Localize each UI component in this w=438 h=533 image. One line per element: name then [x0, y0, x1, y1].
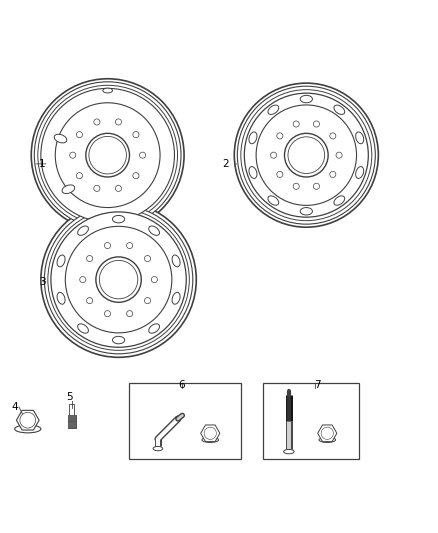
Ellipse shape	[356, 167, 364, 179]
Ellipse shape	[54, 134, 67, 143]
Circle shape	[313, 121, 319, 127]
Circle shape	[133, 132, 139, 138]
Ellipse shape	[268, 196, 279, 205]
Circle shape	[65, 227, 172, 333]
Circle shape	[133, 173, 139, 179]
Ellipse shape	[249, 132, 257, 144]
Text: 6: 6	[179, 380, 185, 390]
Ellipse shape	[172, 293, 180, 304]
Circle shape	[48, 209, 189, 350]
Circle shape	[99, 261, 138, 299]
Circle shape	[288, 137, 325, 174]
Ellipse shape	[103, 88, 113, 93]
Circle shape	[237, 86, 375, 224]
Circle shape	[31, 79, 184, 231]
Circle shape	[94, 119, 100, 125]
Ellipse shape	[14, 425, 41, 433]
Text: 2: 2	[222, 159, 229, 169]
Circle shape	[234, 83, 378, 227]
Ellipse shape	[300, 207, 312, 215]
Circle shape	[38, 85, 177, 225]
Circle shape	[41, 88, 174, 222]
Circle shape	[330, 133, 336, 139]
Text: 3: 3	[39, 277, 46, 287]
Bar	[68, 415, 76, 428]
Ellipse shape	[268, 105, 279, 115]
Circle shape	[115, 185, 121, 191]
Circle shape	[241, 90, 372, 221]
Circle shape	[89, 136, 127, 174]
Ellipse shape	[300, 95, 312, 103]
Circle shape	[94, 185, 100, 191]
Circle shape	[76, 132, 82, 138]
Circle shape	[277, 133, 283, 139]
Circle shape	[140, 152, 146, 158]
Circle shape	[330, 171, 336, 177]
Ellipse shape	[57, 293, 65, 304]
Ellipse shape	[78, 226, 88, 236]
Ellipse shape	[284, 449, 294, 454]
Circle shape	[256, 105, 357, 205]
Ellipse shape	[149, 226, 159, 236]
Circle shape	[86, 133, 130, 177]
Circle shape	[87, 255, 93, 262]
Circle shape	[76, 173, 82, 179]
Ellipse shape	[202, 437, 219, 442]
Circle shape	[271, 152, 277, 158]
Text: 5: 5	[67, 392, 73, 402]
Ellipse shape	[356, 132, 364, 144]
Ellipse shape	[153, 446, 162, 451]
Ellipse shape	[113, 215, 125, 223]
Circle shape	[313, 183, 319, 189]
Circle shape	[70, 152, 76, 158]
Circle shape	[44, 205, 193, 354]
Text: 1: 1	[39, 159, 46, 169]
Circle shape	[277, 171, 283, 177]
Circle shape	[336, 152, 342, 158]
Circle shape	[293, 121, 299, 127]
Circle shape	[96, 257, 141, 302]
Circle shape	[87, 297, 93, 304]
Ellipse shape	[149, 324, 159, 333]
Text: 4: 4	[11, 402, 18, 412]
Circle shape	[51, 212, 186, 348]
Circle shape	[41, 202, 196, 357]
Circle shape	[321, 427, 333, 439]
Ellipse shape	[334, 196, 345, 205]
Ellipse shape	[78, 324, 88, 333]
Ellipse shape	[62, 185, 74, 193]
Text: 7: 7	[314, 380, 321, 390]
Ellipse shape	[57, 255, 65, 267]
Circle shape	[127, 311, 133, 317]
Ellipse shape	[334, 105, 345, 115]
Circle shape	[20, 413, 35, 428]
Bar	[263, 383, 359, 459]
Ellipse shape	[113, 336, 125, 344]
Circle shape	[104, 243, 110, 248]
Circle shape	[127, 243, 133, 248]
Circle shape	[34, 82, 181, 229]
Bar	[130, 383, 241, 459]
Ellipse shape	[319, 437, 336, 442]
Circle shape	[55, 103, 160, 207]
Ellipse shape	[249, 167, 257, 179]
Ellipse shape	[172, 255, 180, 267]
Circle shape	[145, 255, 151, 262]
Circle shape	[204, 427, 216, 439]
Circle shape	[293, 183, 299, 189]
Circle shape	[151, 277, 157, 282]
Circle shape	[244, 93, 368, 217]
Circle shape	[80, 277, 86, 282]
Circle shape	[115, 119, 121, 125]
Circle shape	[285, 133, 328, 177]
Circle shape	[104, 311, 110, 317]
Bar	[69, 404, 74, 415]
Circle shape	[145, 297, 151, 304]
